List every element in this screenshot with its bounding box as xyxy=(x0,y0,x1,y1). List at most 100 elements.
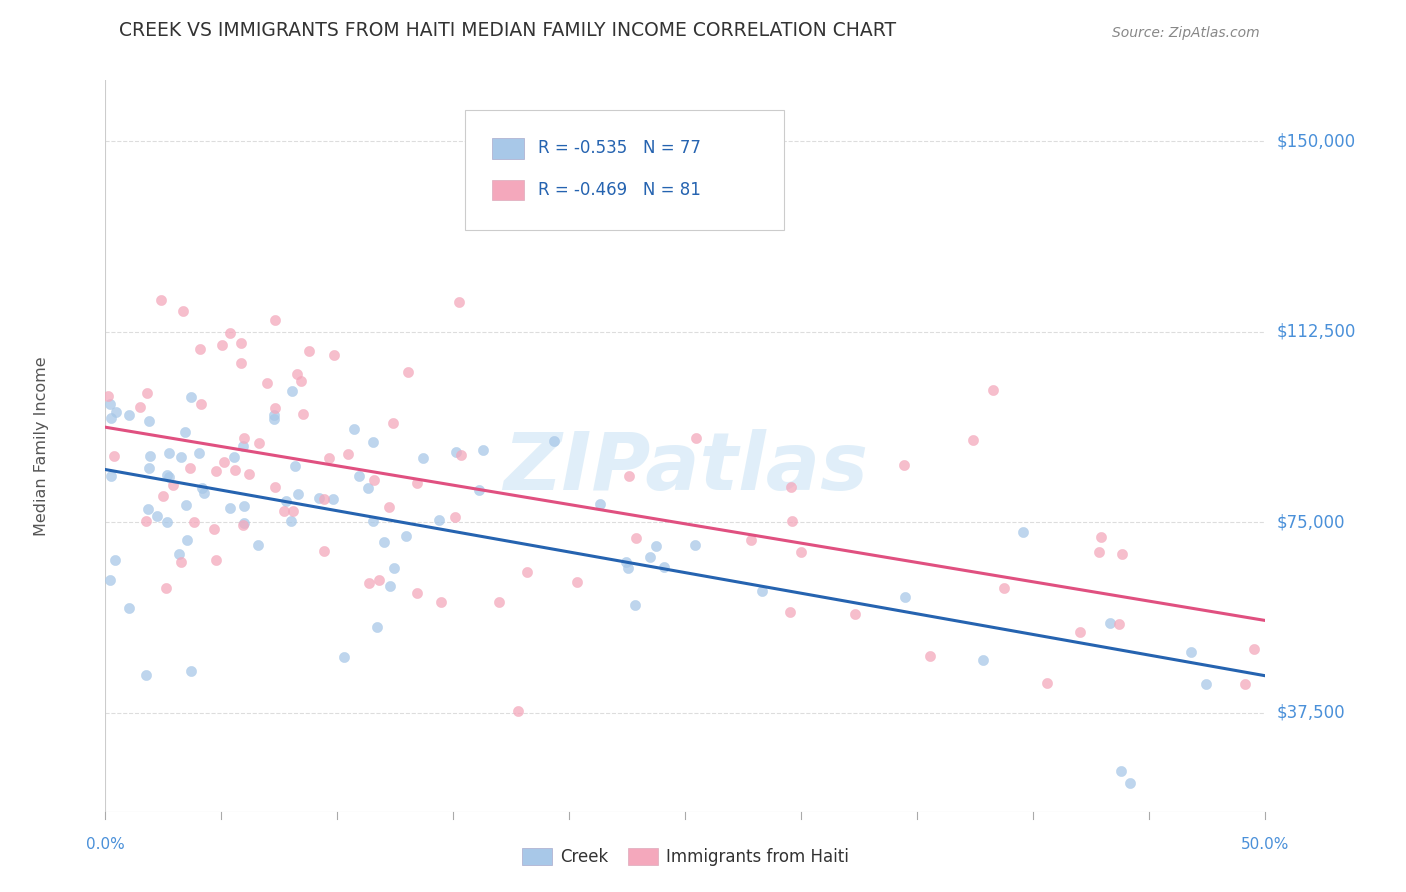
Point xyxy=(685,431,707,445)
Point xyxy=(232,516,254,530)
Text: $37,500: $37,500 xyxy=(1277,704,1346,722)
Point xyxy=(135,386,157,401)
Point xyxy=(780,480,803,494)
Point xyxy=(176,533,198,547)
Point xyxy=(446,445,468,459)
Point xyxy=(222,450,245,464)
Point xyxy=(740,533,762,547)
Point xyxy=(179,461,201,475)
Point xyxy=(162,477,184,491)
Point xyxy=(378,579,401,593)
Point xyxy=(139,449,162,463)
Point xyxy=(155,582,177,596)
Point xyxy=(443,509,465,524)
Point xyxy=(981,383,1004,397)
Point xyxy=(395,528,418,542)
Point xyxy=(229,335,252,350)
Text: ZIPatlas: ZIPatlas xyxy=(503,429,868,507)
Point xyxy=(543,434,565,449)
Point xyxy=(247,538,270,552)
Point xyxy=(287,367,309,381)
Point xyxy=(638,549,661,564)
Point xyxy=(789,545,811,559)
Point xyxy=(98,573,121,587)
Point xyxy=(366,620,388,634)
Point xyxy=(276,494,298,508)
Point xyxy=(1012,525,1035,540)
FancyBboxPatch shape xyxy=(492,180,524,200)
Point xyxy=(1119,776,1142,790)
FancyBboxPatch shape xyxy=(492,138,524,159)
Text: CREEK VS IMMIGRANTS FROM HAITI MEDIAN FAMILY INCOME CORRELATION CHART: CREEK VS IMMIGRANTS FROM HAITI MEDIAN FA… xyxy=(120,21,897,40)
Point xyxy=(1111,547,1133,561)
Point xyxy=(263,412,285,426)
Point xyxy=(396,365,419,379)
Point xyxy=(308,491,330,506)
Point xyxy=(290,375,312,389)
Point xyxy=(336,447,359,461)
Point xyxy=(135,668,157,682)
Point xyxy=(219,500,242,515)
Point xyxy=(1090,530,1112,544)
Point xyxy=(247,436,270,450)
Point xyxy=(683,538,706,552)
Point xyxy=(312,544,335,558)
Point xyxy=(145,509,167,524)
Point xyxy=(359,575,381,590)
Point xyxy=(1099,616,1122,631)
Point xyxy=(292,407,315,421)
Point xyxy=(616,561,638,575)
Point xyxy=(263,401,285,415)
Point xyxy=(204,553,226,567)
Point xyxy=(129,401,152,415)
Point xyxy=(382,416,405,430)
Point xyxy=(623,598,645,612)
Point xyxy=(1243,642,1265,657)
Point xyxy=(429,513,451,527)
Point xyxy=(232,518,254,533)
Point xyxy=(297,343,319,358)
Point xyxy=(180,390,202,404)
Point xyxy=(103,450,125,464)
Point xyxy=(429,595,451,609)
Point xyxy=(190,481,212,495)
Point xyxy=(238,467,260,482)
Point xyxy=(138,460,160,475)
Point xyxy=(1069,625,1091,640)
Point xyxy=(363,435,385,450)
Text: Source: ZipAtlas.com: Source: ZipAtlas.com xyxy=(1112,26,1260,40)
Point xyxy=(233,499,256,513)
Point xyxy=(412,451,434,466)
Point xyxy=(614,556,637,570)
Point xyxy=(645,539,668,553)
Point xyxy=(167,548,190,562)
Text: $75,000: $75,000 xyxy=(1277,513,1346,532)
Point xyxy=(104,405,127,419)
Point xyxy=(343,422,366,436)
Point xyxy=(1088,545,1111,559)
Text: R = -0.469   N = 81: R = -0.469 N = 81 xyxy=(538,181,702,199)
Point xyxy=(1108,616,1130,631)
Point xyxy=(347,469,370,483)
Point xyxy=(488,595,510,609)
Point xyxy=(118,408,141,422)
Point xyxy=(284,459,307,474)
Point xyxy=(405,475,427,490)
Point xyxy=(100,469,122,483)
FancyBboxPatch shape xyxy=(465,110,785,230)
Point xyxy=(844,607,866,621)
Point xyxy=(467,483,489,498)
Point xyxy=(993,581,1015,595)
Point xyxy=(589,497,612,511)
Point xyxy=(624,532,647,546)
Point xyxy=(654,560,676,574)
Text: 50.0%: 50.0% xyxy=(1241,837,1289,852)
Point xyxy=(174,425,197,439)
Point xyxy=(751,583,773,598)
Point xyxy=(152,489,174,503)
Point xyxy=(188,342,211,356)
Point xyxy=(318,451,340,466)
Point xyxy=(273,504,295,518)
Point xyxy=(188,445,211,459)
Point xyxy=(918,649,941,664)
